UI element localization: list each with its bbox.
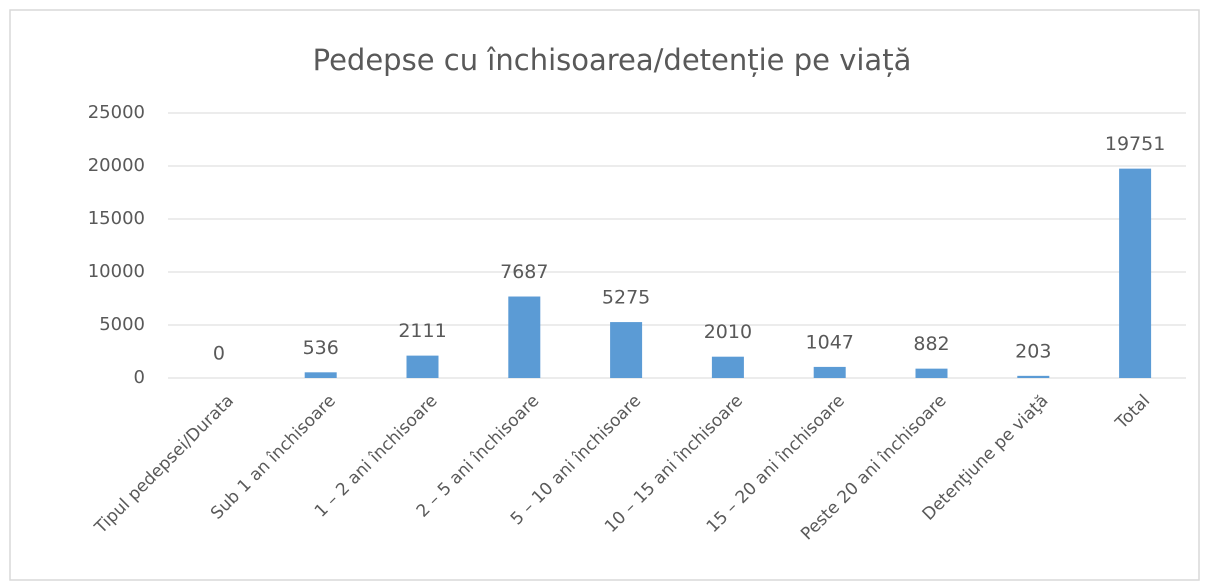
- y-tick-label: 20000: [88, 155, 145, 176]
- y-tick-label: 25000: [88, 102, 145, 123]
- y-tick-label: 15000: [88, 208, 145, 229]
- bar: [1017, 375, 1050, 378]
- data-label: 2111: [398, 320, 446, 342]
- data-label: 19751: [1105, 133, 1165, 155]
- bar: [508, 296, 541, 378]
- data-label: 2010: [704, 321, 752, 343]
- data-label: 5275: [602, 287, 650, 309]
- data-label: 203: [1015, 340, 1051, 362]
- data-label: 536: [303, 337, 339, 359]
- data-label: 7687: [500, 261, 548, 283]
- y-tick-label: 5000: [99, 314, 145, 335]
- bar: [915, 368, 948, 378]
- data-label: 882: [913, 333, 949, 355]
- chart-title: Pedepse cu închisoarea/detenție pe viață: [313, 43, 912, 77]
- bar: [1119, 168, 1152, 378]
- data-label: 0: [213, 343, 225, 365]
- chart-border: [9, 9, 1200, 581]
- y-tick-label: 10000: [88, 261, 145, 282]
- data-label: 1047: [806, 331, 854, 353]
- bar: [813, 366, 846, 378]
- bar: [711, 356, 744, 378]
- y-tick-label: 0: [134, 367, 145, 388]
- bar: [610, 322, 643, 378]
- bar: [304, 372, 337, 378]
- bar: [406, 355, 439, 378]
